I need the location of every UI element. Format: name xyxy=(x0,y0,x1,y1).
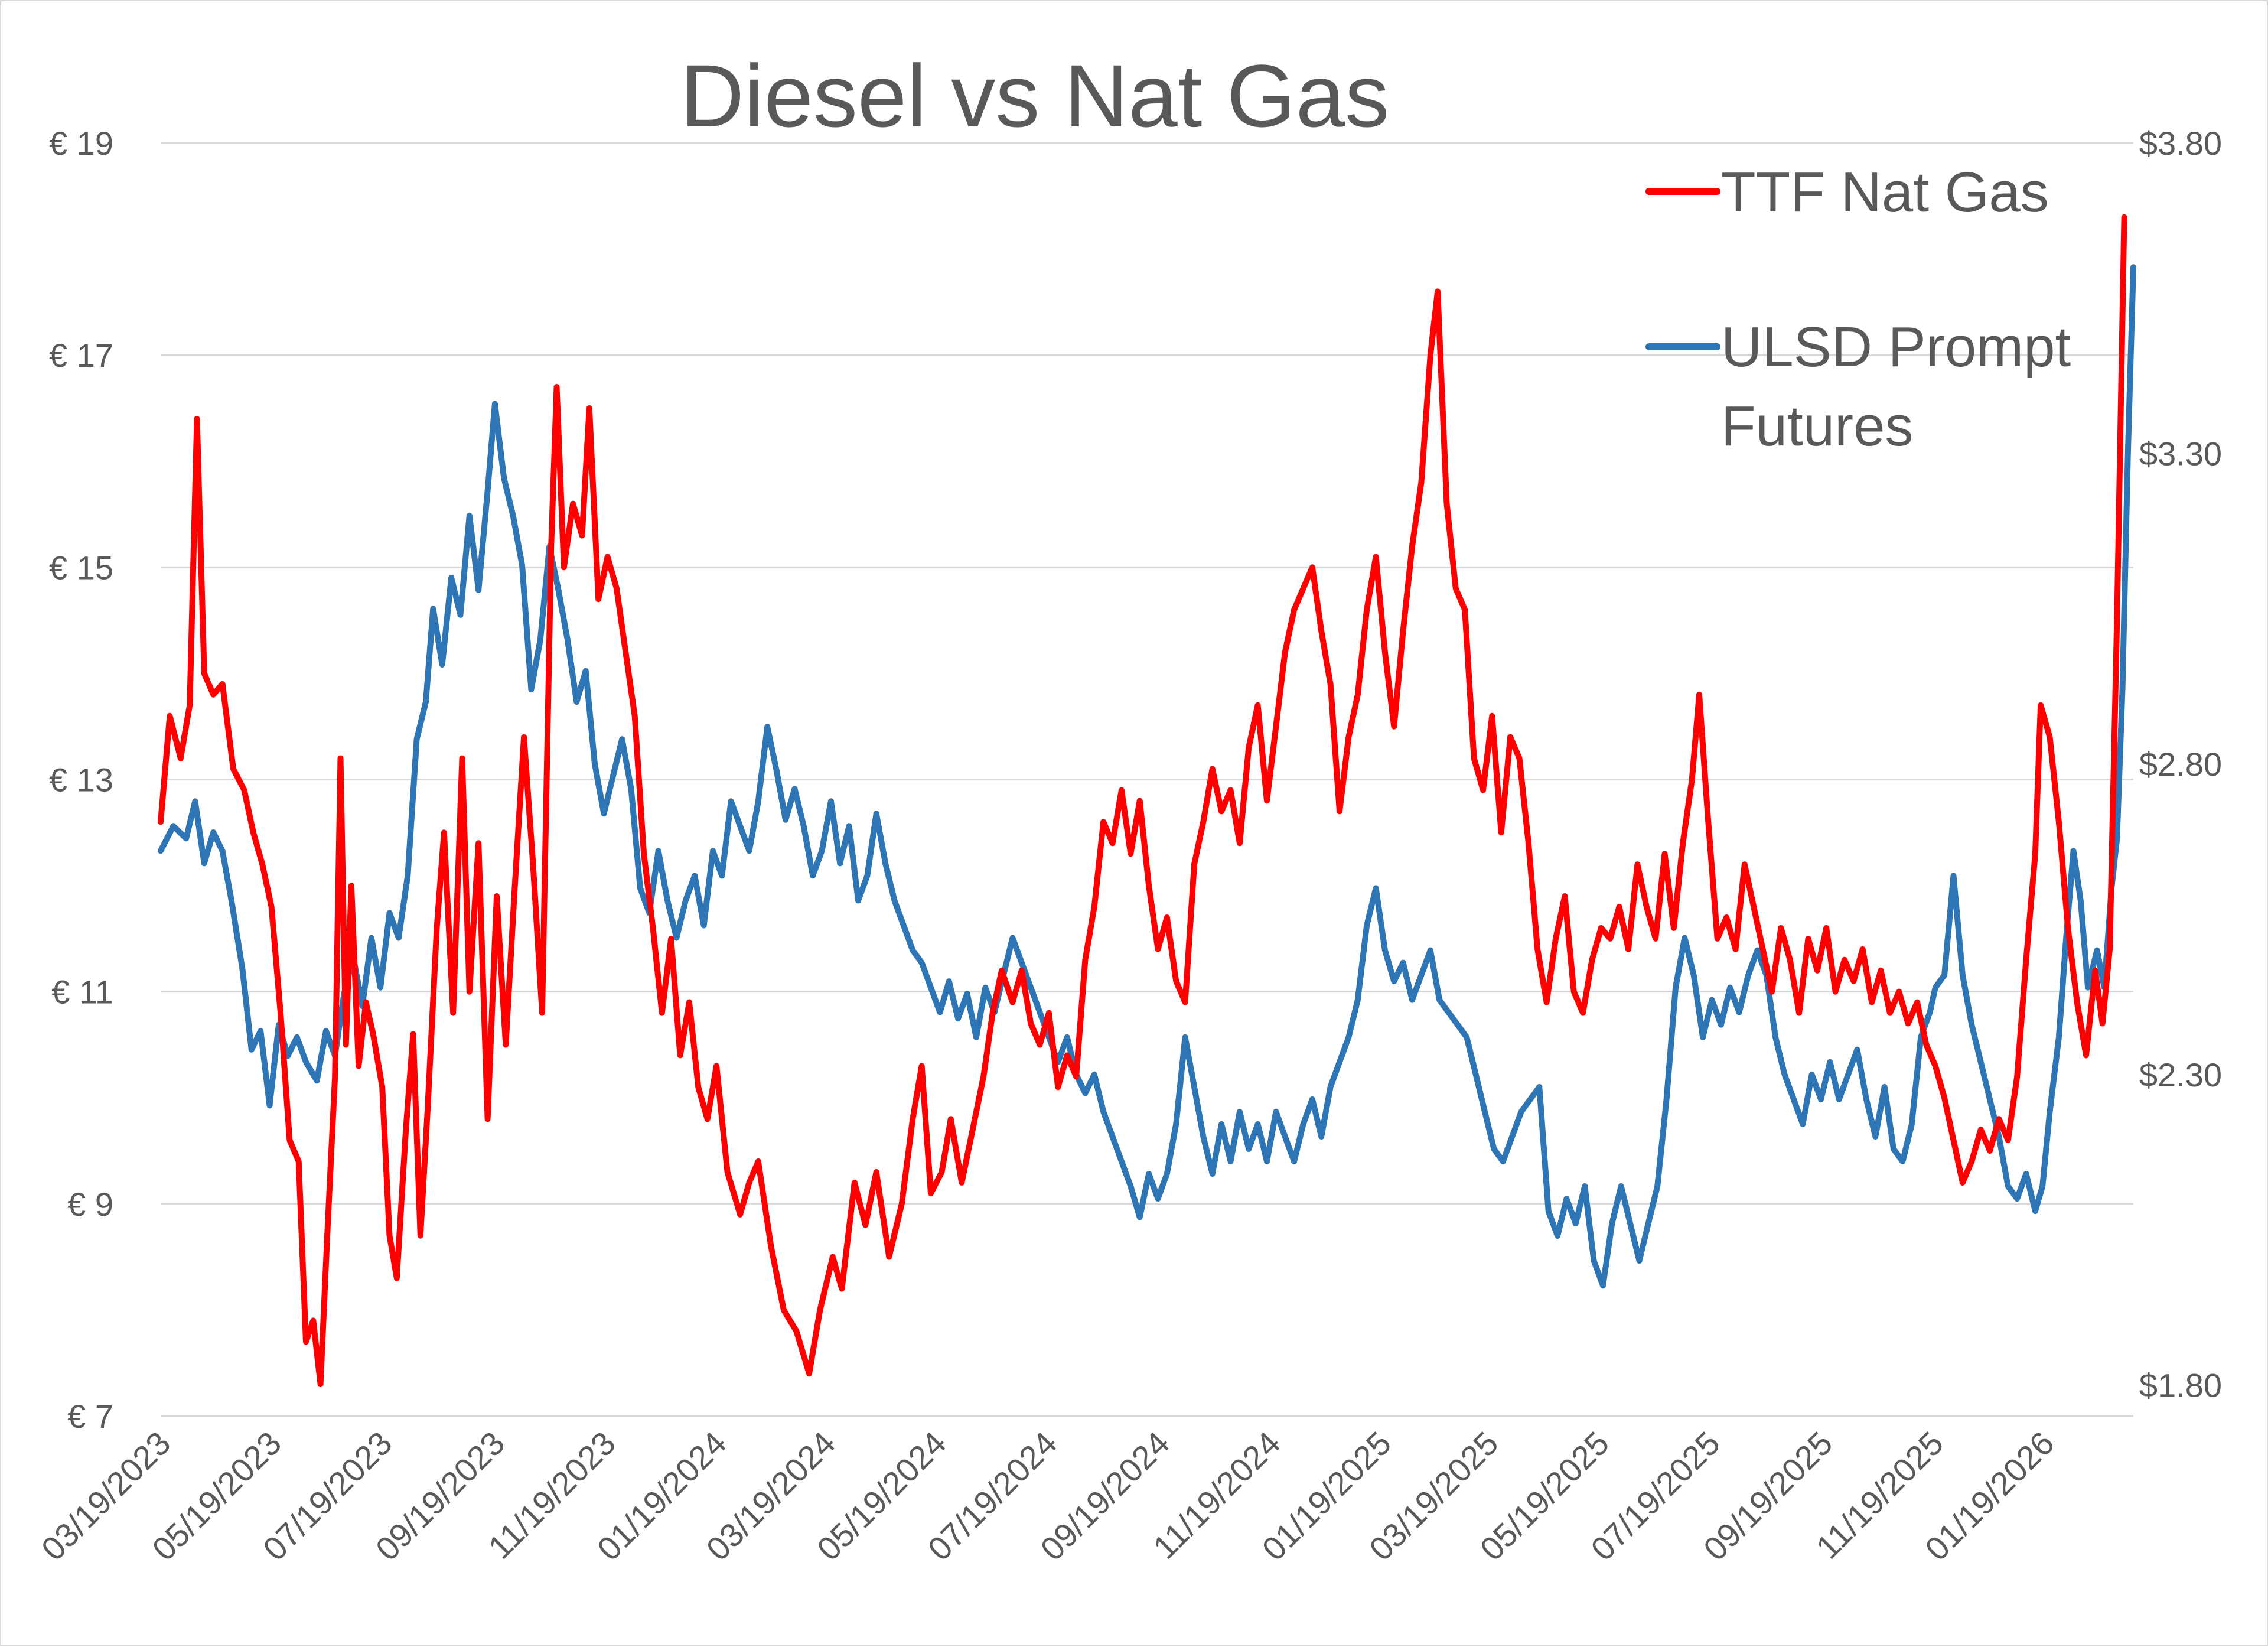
legend-label-ulsd: ULSD Prompt Futures xyxy=(1721,315,2087,458)
left-tick-label: € 17 xyxy=(49,337,113,374)
right-tick-label: $2.80 xyxy=(2139,746,2222,783)
legend-label-ulsd-line2: Futures xyxy=(1721,395,1913,458)
left-tick-label: € 7 xyxy=(67,1398,113,1435)
left-tick-label: € 9 xyxy=(67,1186,113,1223)
left-tick-label: € 11 xyxy=(51,974,113,1011)
gridlines xyxy=(161,142,2133,1417)
right-tick-label: $3.30 xyxy=(2139,435,2222,473)
left-axis-tick-labels: € 7 € 9 € 11 € 13 € 15 € 17 € 19 xyxy=(49,125,113,1435)
legend-label-ttf: TTF Nat Gas xyxy=(1721,161,2049,224)
right-tick-label: $1.80 xyxy=(2139,1366,2222,1404)
right-axis-tick-labels: $1.80 $2.30 $2.80 $3.30 $3.80 xyxy=(2139,125,2222,1404)
x-axis-tick-labels: 03/19/202305/19/202307/19/202309/19/2023… xyxy=(34,1424,2061,1568)
series-lines xyxy=(158,214,2136,1388)
right-tick-label: $3.80 xyxy=(2139,125,2222,162)
chart-title: Diesel vs Nat Gas xyxy=(680,46,1389,145)
legend-label-ulsd-line1: ULSD Prompt xyxy=(1721,315,2071,379)
series-line-ulsd xyxy=(158,264,2136,1289)
left-tick-label: € 15 xyxy=(49,549,113,586)
left-tick-label: € 13 xyxy=(49,761,113,799)
right-tick-label: $2.30 xyxy=(2139,1056,2222,1093)
left-tick-label: € 19 xyxy=(49,125,113,162)
legend: TTF Nat Gas ULSD Prompt Futures xyxy=(1645,161,2087,458)
series-line-ttf xyxy=(158,214,2127,1388)
